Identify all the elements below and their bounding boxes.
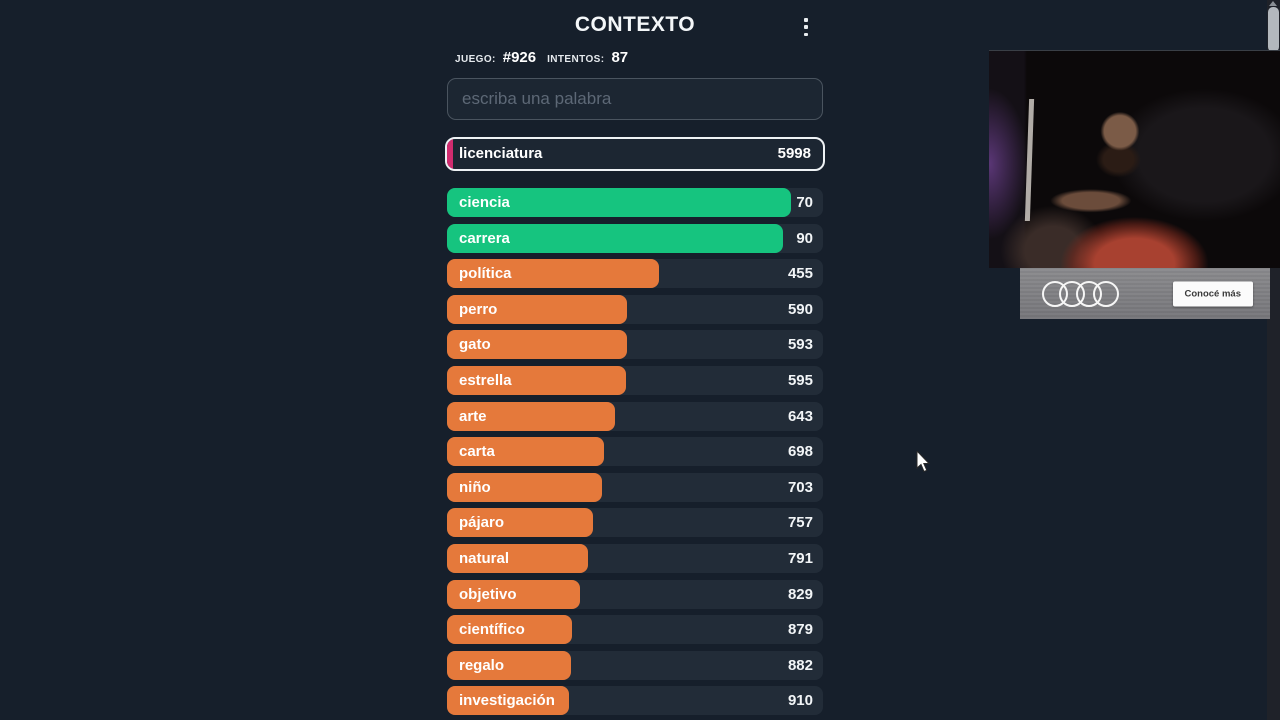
mouse-cursor-icon bbox=[916, 449, 931, 473]
guess-word: investigación bbox=[459, 692, 555, 710]
guess-word: carta bbox=[459, 443, 495, 461]
guess-bar: regalo bbox=[447, 650, 572, 680]
page-title: CONTEXTO bbox=[574, 13, 696, 36]
guess-word: niño bbox=[459, 478, 491, 496]
attempts-value: 87 bbox=[611, 49, 629, 66]
webcam-video bbox=[989, 50, 1280, 268]
guess-rank: 882 bbox=[787, 656, 813, 674]
guess-bar: política bbox=[447, 259, 660, 289]
game-number-value: #926 bbox=[502, 49, 537, 66]
guess-word: científico bbox=[459, 621, 525, 639]
guess-row: estrella 595 bbox=[447, 365, 823, 395]
guess-rank: 791 bbox=[787, 549, 813, 567]
guess-rank: 455 bbox=[787, 265, 813, 283]
current-guess-rank: 5998 bbox=[777, 145, 811, 162]
guess-rank: 757 bbox=[787, 514, 813, 532]
guess-rank: 90 bbox=[796, 229, 813, 247]
ad-banner: Conocé más bbox=[1020, 268, 1270, 319]
game-panel: CONTEXTO JUEGO: #926 INTENTOS: 87 licenc… bbox=[445, 0, 825, 720]
guess-bar: ciencia bbox=[447, 188, 792, 217]
guess-rank: 879 bbox=[787, 621, 813, 639]
guess-rank: 643 bbox=[787, 407, 813, 425]
guess-row: ciencia 70 bbox=[447, 188, 823, 217]
guess-rank: 590 bbox=[787, 300, 813, 318]
guess-bar: objetivo bbox=[447, 579, 581, 609]
guess-list: ciencia 70 carrera 90 política 455 perro… bbox=[447, 188, 823, 716]
guess-bar: niño bbox=[447, 472, 602, 502]
guess-row: arte 643 bbox=[447, 401, 823, 431]
guess-rank: 703 bbox=[787, 478, 813, 496]
kebab-menu-icon[interactable] bbox=[799, 18, 813, 36]
attempts-label: INTENTOS: bbox=[547, 54, 605, 65]
game-stats: JUEGO: #926 INTENTOS: 87 bbox=[455, 49, 628, 66]
guess-row: gato 593 bbox=[447, 330, 823, 360]
guess-row: científico 879 bbox=[447, 615, 823, 645]
guess-bar: perro bbox=[447, 294, 628, 324]
guess-row: carrera 90 bbox=[447, 223, 823, 253]
guess-bar: estrella bbox=[447, 365, 626, 395]
guess-row: regalo 882 bbox=[447, 650, 823, 680]
guess-word: política bbox=[459, 265, 512, 283]
guess-bar: científico bbox=[447, 615, 572, 645]
guess-bar: gato bbox=[447, 330, 628, 360]
guess-bar: natural bbox=[447, 543, 588, 573]
audi-rings-icon bbox=[1042, 280, 1119, 307]
guess-row: investigación 910 bbox=[447, 686, 823, 716]
guess-bar: arte bbox=[447, 401, 616, 431]
guess-word: ciencia bbox=[459, 194, 510, 211]
guess-row: carta 698 bbox=[447, 437, 823, 467]
guess-row: política 455 bbox=[447, 259, 823, 289]
guess-row: natural 791 bbox=[447, 543, 823, 573]
guess-bar: carrera bbox=[447, 223, 784, 253]
guess-word: estrella bbox=[459, 371, 512, 389]
guess-bar: investigación bbox=[447, 686, 569, 716]
guess-rank: 595 bbox=[787, 371, 813, 389]
guess-row: objetivo 829 bbox=[447, 579, 823, 609]
guess-word: carrera bbox=[459, 229, 510, 247]
guess-bar: pájaro bbox=[447, 508, 593, 538]
current-guess-row: licenciatura 5998 bbox=[445, 137, 825, 171]
ad-cta-button[interactable]: Conocé más bbox=[1172, 281, 1253, 306]
guess-word: natural bbox=[459, 549, 510, 567]
guess-word: perro bbox=[459, 300, 498, 318]
scrollbar-up-arrow-icon[interactable] bbox=[1269, 1, 1277, 6]
guess-word: objetivo bbox=[459, 585, 517, 603]
guess-row: niño 703 bbox=[447, 472, 823, 502]
guess-row: pájaro 757 bbox=[447, 508, 823, 538]
guess-word: arte bbox=[459, 407, 487, 425]
word-input[interactable] bbox=[447, 78, 823, 120]
guess-rank: 593 bbox=[787, 336, 813, 354]
current-guess-word: licenciatura bbox=[459, 145, 543, 162]
guess-rank: 910 bbox=[787, 692, 813, 710]
guess-word: regalo bbox=[459, 656, 505, 674]
guess-row: perro 590 bbox=[447, 294, 823, 324]
guess-word: pájaro bbox=[459, 514, 505, 532]
game-number-label: JUEGO: bbox=[455, 54, 496, 65]
scrollbar-thumb[interactable] bbox=[1268, 7, 1279, 52]
guess-rank: 829 bbox=[787, 585, 813, 603]
guess-rank: 698 bbox=[787, 443, 813, 461]
guess-bar: carta bbox=[447, 437, 605, 467]
current-guess-bar bbox=[447, 139, 453, 169]
guess-word: gato bbox=[459, 336, 491, 354]
webcam-light-strip bbox=[1024, 98, 1034, 221]
guess-rank: 70 bbox=[796, 194, 813, 211]
